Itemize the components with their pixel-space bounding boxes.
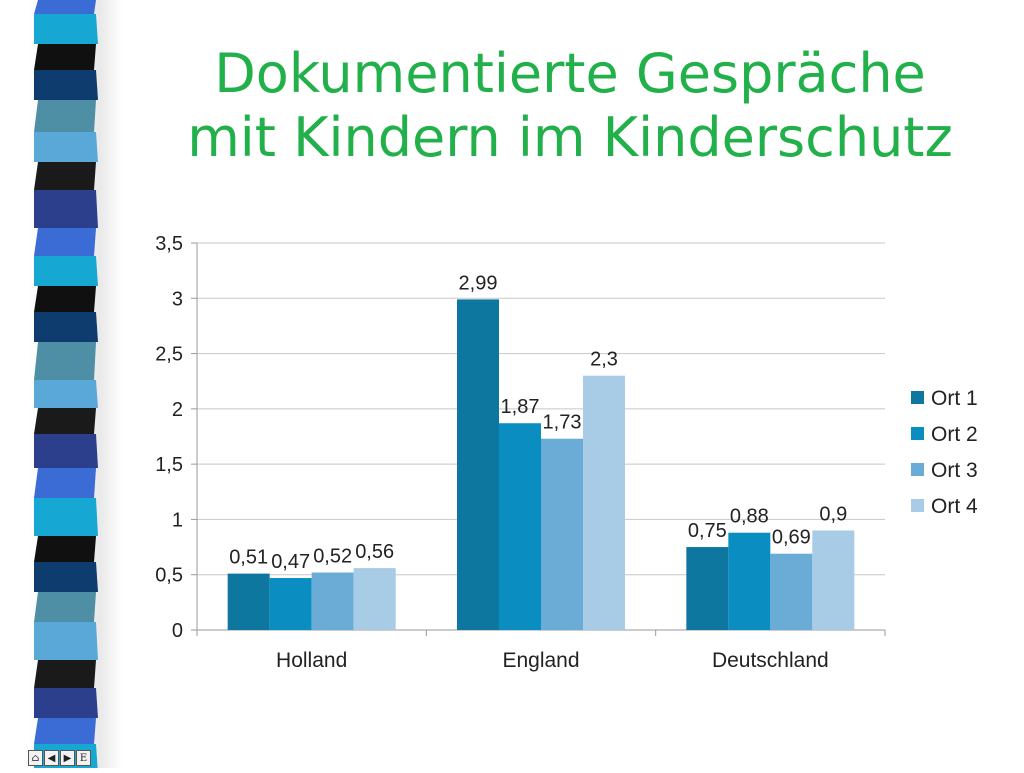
strip-block: [34, 622, 98, 660]
bar-ort-1-england: [457, 299, 499, 630]
y-tick-label: 1: [172, 509, 183, 531]
data-label: 2,99: [459, 272, 498, 294]
strip-block: [34, 380, 98, 408]
slide-title: Dokumentierte Gespräche mit Kindern im K…: [150, 42, 990, 170]
legend-swatch: [911, 427, 924, 440]
y-tick-label: 0,5: [155, 565, 183, 587]
strip-block: [34, 498, 98, 536]
y-tick-label: 3: [172, 288, 183, 310]
bar-ort-1-deutschland: [686, 547, 729, 630]
slide-title-line-2: mit Kindern im Kinderschutz: [187, 106, 953, 169]
bar-ort-3-england: [541, 438, 583, 630]
bar-ort-3-holland: [311, 572, 354, 630]
strip-block: [34, 536, 96, 562]
strip-block: [34, 562, 98, 592]
data-label: 0,47: [271, 551, 310, 573]
slide-title-line-1: Dokumentierte Gespräche: [214, 42, 926, 105]
strip-block: [34, 434, 98, 468]
bar-ort-2-england: [499, 423, 541, 630]
legend-label: Ort 1: [931, 387, 978, 410]
strip-block: [34, 592, 96, 622]
legend-swatch: [911, 463, 924, 476]
legend-label: Ort 2: [931, 423, 978, 446]
data-label: 2,3: [590, 349, 618, 371]
strip-block: [34, 132, 98, 162]
strip-block: [34, 14, 98, 44]
strip-block: [34, 660, 96, 688]
legend-label: Ort 3: [931, 459, 978, 482]
strip-block: [34, 408, 96, 434]
strip-block: [34, 44, 96, 70]
y-tick-label: 1,5: [155, 454, 183, 476]
strip-block: [34, 256, 98, 286]
x-category-label: Deutschland: [712, 649, 829, 672]
data-label: 0,75: [688, 520, 727, 542]
legend-swatch: [911, 391, 924, 404]
bar-ort-3-deutschland: [770, 553, 813, 630]
bar-ort-4-holland: [353, 568, 396, 630]
decorative-side-strip: [0, 0, 122, 773]
data-label: 1,73: [543, 412, 582, 434]
strip-block: [34, 100, 96, 132]
y-tick-label: 0: [172, 620, 183, 642]
x-category-label: Holland: [276, 649, 347, 672]
legend-label: Ort 4: [931, 495, 978, 518]
y-tick-label: 3,5: [155, 233, 183, 255]
strip-block: [34, 228, 96, 256]
legend-swatch: [911, 499, 924, 512]
bar-ort-2-deutschland: [728, 532, 771, 630]
end-button[interactable]: E: [76, 750, 91, 766]
y-tick-label: 2: [172, 399, 183, 421]
home-icon[interactable]: ⌂: [28, 750, 43, 766]
x-category-label: England: [502, 649, 579, 672]
triangle-left-icon[interactable]: ◀: [44, 750, 59, 766]
triangle-right-icon[interactable]: ▶: [60, 750, 75, 766]
data-label: 0,52: [313, 546, 352, 568]
bar-ort-4-england: [583, 375, 625, 630]
strip-block: [34, 342, 96, 380]
data-label: 0,69: [772, 527, 811, 549]
strip-block: [34, 70, 98, 100]
data-label: 0,9: [819, 503, 847, 525]
y-tick-label: 2,5: [155, 344, 183, 366]
strip-block: [34, 0, 96, 14]
bar-ort-1-holland: [227, 573, 270, 630]
data-label: 0,88: [730, 506, 769, 528]
data-label: 0,51: [229, 547, 268, 569]
strip-block: [34, 162, 96, 190]
strip-block: [34, 468, 96, 498]
strip-block: [34, 286, 96, 312]
strip-block: [34, 688, 98, 718]
legend: Ort 1 Ort 2 Ort 3 Ort 4: [911, 387, 978, 518]
data-label: 0,56: [355, 541, 394, 563]
strip-block: [34, 312, 98, 342]
bar-ort-4-deutschland: [812, 530, 855, 630]
bar-ort-2-holland: [269, 578, 312, 630]
strip-block: [34, 718, 96, 744]
strip-pattern: [34, 0, 98, 773]
data-label: 1,87: [501, 396, 540, 418]
strip-block: [34, 190, 98, 228]
slide-navigation: ⌂ ◀ ▶ E: [28, 750, 91, 768]
